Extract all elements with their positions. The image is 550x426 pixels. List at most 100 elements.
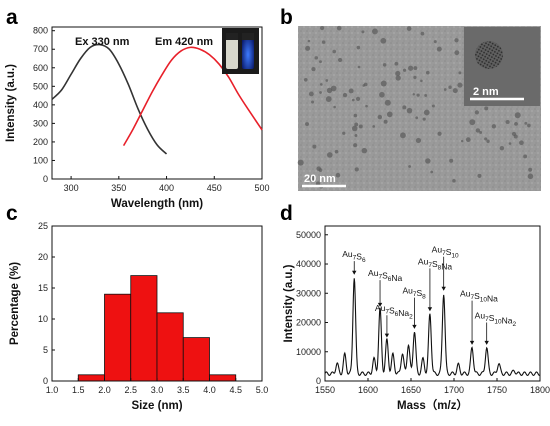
nanoparticle [416, 93, 420, 97]
emission-curve [122, 46, 263, 147]
y-tick-label: 700 [33, 44, 48, 54]
x-tick-label: 500 [254, 183, 269, 193]
nanoparticle [319, 91, 322, 94]
x-tick-label: 450 [207, 183, 222, 193]
inset-scale-label: 2 nm [473, 86, 499, 98]
y-tick-label: 20 [38, 252, 48, 262]
nanoparticle [514, 121, 518, 126]
nanoparticle [332, 49, 337, 54]
x-tick-label: 1650 [401, 385, 421, 395]
nanoparticle [372, 28, 378, 35]
nanoparticle [333, 105, 336, 109]
y-tick-label: 25 [38, 221, 48, 231]
nanoparticle [402, 68, 407, 72]
mass-spectrum: 1550 1600 1650 1700 1750 1800 0 10000 20000 30000… [283, 225, 550, 412]
y-axis-label: Percentage (%) [9, 262, 21, 345]
y-tick-label: 30000 [296, 288, 321, 298]
nanoparticle [474, 110, 480, 115]
nanoparticle [394, 61, 399, 66]
nanoparticle [353, 143, 358, 148]
panel-letter-d: d [280, 202, 293, 225]
nanoparticle [505, 119, 510, 125]
nanoparticle [377, 114, 383, 120]
nanoparticle [384, 99, 391, 106]
nanoparticle [348, 88, 354, 94]
nanoparticle [399, 132, 406, 139]
nanoparticle [355, 96, 361, 102]
peak-label: Au7S6 [342, 249, 366, 264]
x-tick-label: 1550 [315, 385, 335, 395]
nanoparticle [448, 85, 452, 90]
x-tick-label: 1.5 [72, 385, 85, 395]
peak-label: Au7S6Na [368, 268, 402, 283]
nanoparticle [305, 122, 310, 127]
nanoparticle [382, 63, 387, 67]
x-tick-label: 3.5 [177, 385, 190, 395]
nanoparticle [386, 111, 393, 118]
nanoparticle [363, 82, 368, 87]
main-scale-label: 20 nm [304, 173, 336, 185]
y-tick-label: 10000 [296, 347, 321, 357]
nanoparticle [325, 79, 329, 82]
peak-arrow-head [384, 333, 390, 338]
x-tick-label: 1800 [530, 385, 550, 395]
vial-photo-inset [222, 28, 259, 74]
nanoparticle [320, 25, 325, 31]
nanoparticle [413, 66, 418, 71]
x-tick-label: 4.5 [229, 385, 242, 395]
x-tick-label: 4.0 [203, 385, 216, 395]
plot-frame [324, 225, 541, 382]
x-tick-label: 1700 [444, 385, 464, 395]
histogram-bar [130, 275, 158, 382]
nanoparticle [326, 87, 333, 94]
x-axis-label: Wavelength (nm) [111, 198, 203, 210]
peak-arrow-head [377, 302, 383, 307]
nanoparticle [425, 158, 431, 164]
nanoparticle [479, 131, 483, 134]
nanoparticle [491, 124, 497, 129]
nanoparticle [454, 38, 459, 43]
nanoparticle [303, 77, 308, 82]
nanoparticle [351, 125, 358, 132]
nanoparticle [312, 144, 317, 149]
spectra-chart: 300 350 400 450 500 0 100 200 300 400 500 600 700 800… [5, 26, 270, 210]
nanoparticle [415, 116, 419, 120]
nanoparticle [477, 173, 482, 178]
y-axis-label: Intensity (a.u.) [283, 264, 295, 342]
nanoparticle [319, 83, 323, 86]
histogram-bar [104, 293, 132, 382]
nanoparticle [484, 106, 489, 111]
x-tick-label: 400 [159, 183, 174, 193]
y-tick-label: 5 [43, 345, 48, 355]
nanoparticle [412, 93, 415, 96]
nanoparticle [297, 159, 304, 166]
nanoparticle [452, 179, 456, 183]
y-tick-label: 20000 [296, 318, 321, 328]
nanoparticle [361, 30, 365, 34]
nanoparticle [308, 175, 315, 182]
x-tick-label: 1600 [358, 385, 378, 395]
x-tick-label: 3.0 [151, 385, 164, 395]
nanoparticle [402, 105, 407, 110]
nanoparticle [330, 85, 337, 92]
tem-image: 2 nm 20 nm [297, 25, 541, 191]
nanoparticle [342, 92, 348, 98]
nanoparticle [422, 117, 426, 121]
nanoparticle [454, 50, 460, 56]
nanoparticle [308, 91, 314, 97]
nanoparticle [353, 113, 358, 118]
size-histogram: 1.0 1.5 2.0 2.5 3.0 3.5 4.0 4.5 5.0 0 5 10 15 20 25 Siz… [9, 221, 268, 412]
nanoparticle [423, 109, 430, 116]
y-tick-label: 0 [43, 174, 48, 184]
nanoparticle [437, 131, 442, 136]
plot-frame [51, 26, 263, 180]
nanoparticle [383, 119, 388, 124]
peak-arrow-head [469, 340, 475, 345]
nanoparticle [311, 100, 315, 104]
y-tick-label: 400 [33, 100, 48, 110]
nanoparticle [334, 149, 339, 154]
nanoparticle [508, 142, 512, 145]
nanoparticle [475, 128, 481, 133]
nanoparticle [527, 123, 531, 128]
